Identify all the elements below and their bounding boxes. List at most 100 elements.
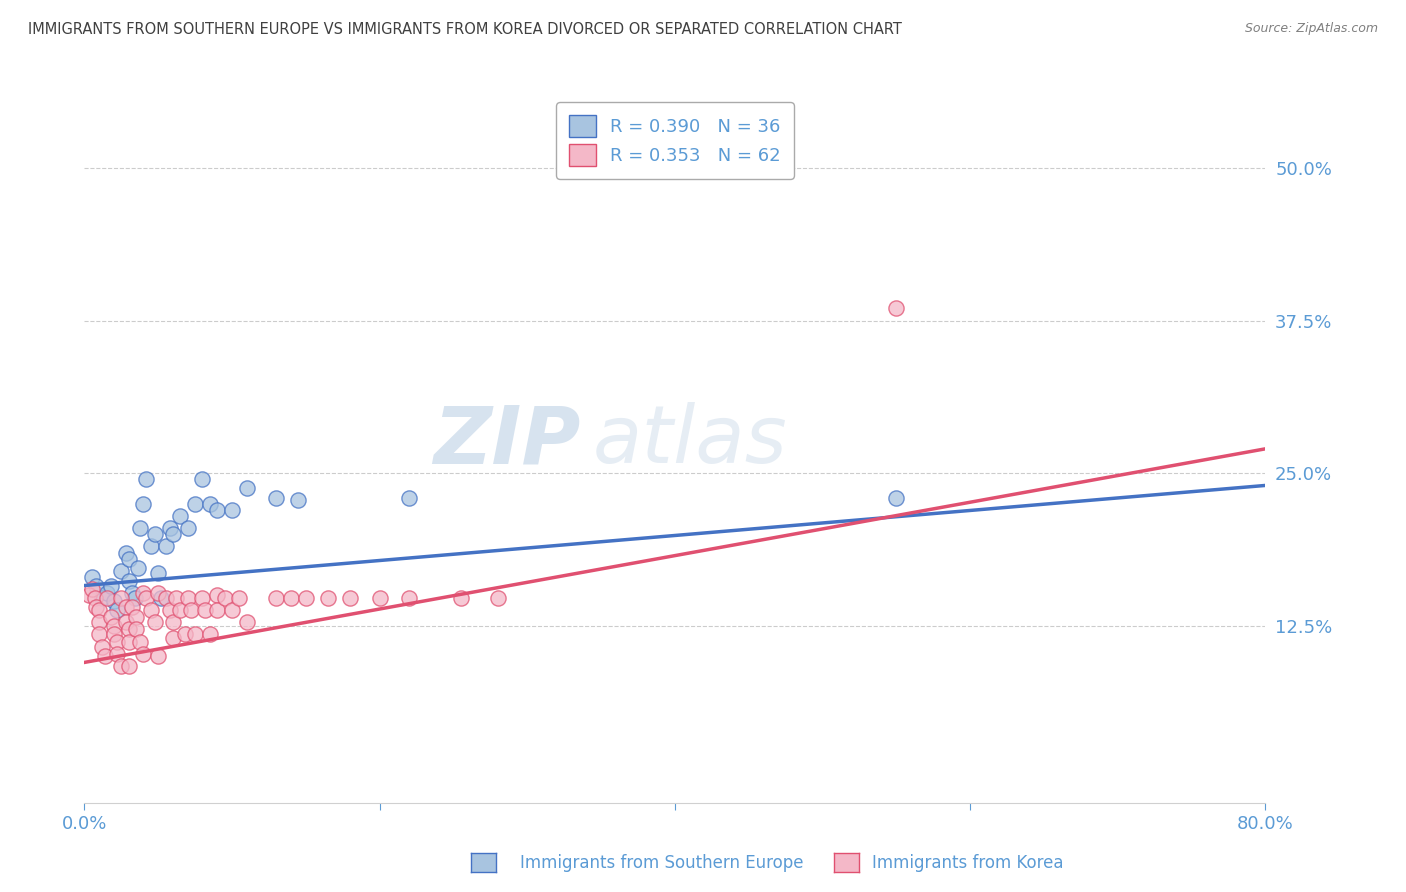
Point — [91, 640, 114, 654]
Point — [118, 623, 141, 637]
Text: atlas: atlas — [592, 402, 787, 480]
Point — [89, 627, 111, 641]
Point — [135, 591, 157, 605]
Point — [132, 497, 155, 511]
Point — [96, 586, 118, 600]
Point — [205, 588, 228, 602]
Legend: R = 0.390   N = 36, R = 0.353   N = 62: R = 0.390 N = 36, R = 0.353 N = 62 — [557, 103, 793, 178]
Point — [228, 591, 250, 605]
Point — [129, 634, 152, 648]
Text: IMMIGRANTS FROM SOUTHERN EUROPE VS IMMIGRANTS FROM KOREA DIVORCED OR SEPARATED C: IMMIGRANTS FROM SOUTHERN EUROPE VS IMMIG… — [28, 22, 903, 37]
Point — [150, 591, 173, 605]
Point — [103, 594, 125, 608]
Point — [127, 561, 149, 575]
Point — [89, 603, 111, 617]
Point — [177, 521, 200, 535]
Point — [110, 591, 132, 605]
Point — [221, 503, 243, 517]
Point — [191, 591, 214, 605]
Point — [162, 631, 184, 645]
Point — [105, 603, 128, 617]
Point — [236, 615, 259, 629]
Point — [132, 586, 155, 600]
Point — [148, 586, 170, 600]
Point — [80, 570, 103, 584]
Point — [177, 591, 200, 605]
Point — [148, 566, 170, 581]
Point — [114, 615, 136, 629]
Point — [143, 615, 166, 629]
Point — [155, 540, 177, 554]
Point — [205, 503, 228, 517]
Point — [159, 521, 181, 535]
Point — [91, 591, 114, 605]
Point — [84, 578, 107, 592]
Point — [84, 600, 107, 615]
Point — [236, 481, 259, 495]
Point — [486, 591, 509, 605]
Point — [316, 591, 339, 605]
Point — [96, 591, 118, 605]
Point — [118, 574, 141, 588]
Point — [94, 649, 117, 664]
Point — [125, 610, 148, 624]
Point — [103, 619, 125, 633]
Point — [398, 491, 420, 505]
Text: Immigrants from Southern Europe: Immigrants from Southern Europe — [520, 855, 804, 872]
Point — [83, 591, 105, 605]
Point — [191, 472, 214, 486]
Point — [886, 301, 908, 316]
Point — [287, 493, 309, 508]
Point — [194, 603, 217, 617]
Point — [159, 603, 181, 617]
Point — [125, 623, 148, 637]
Point — [89, 615, 111, 629]
Point — [280, 591, 302, 605]
Point — [368, 591, 391, 605]
Point — [198, 627, 221, 641]
Point — [80, 582, 103, 597]
Point — [103, 627, 125, 641]
Point — [180, 603, 202, 617]
Point — [169, 603, 191, 617]
Point — [886, 491, 908, 505]
Point — [148, 649, 170, 664]
Text: ZIP: ZIP — [433, 402, 581, 480]
Point — [214, 591, 236, 605]
Point — [450, 591, 472, 605]
Point — [121, 600, 143, 615]
Point — [139, 603, 162, 617]
Point — [264, 591, 288, 605]
Point — [135, 472, 157, 486]
Point — [173, 627, 195, 641]
Point — [295, 591, 318, 605]
Point — [118, 634, 141, 648]
Point — [264, 491, 288, 505]
Point — [184, 497, 207, 511]
Text: Source: ZipAtlas.com: Source: ZipAtlas.com — [1244, 22, 1378, 36]
Point — [165, 591, 187, 605]
Point — [398, 591, 420, 605]
Point — [124, 591, 146, 605]
Point — [118, 659, 141, 673]
Point — [169, 508, 191, 523]
Point — [110, 659, 132, 673]
Point — [339, 591, 361, 605]
Point — [118, 551, 141, 566]
Point — [155, 591, 177, 605]
Point — [114, 600, 136, 615]
Point — [121, 586, 143, 600]
Point — [105, 647, 128, 661]
Point — [198, 497, 221, 511]
Point — [110, 564, 132, 578]
Point — [221, 603, 243, 617]
Point — [139, 540, 162, 554]
Text: Immigrants from Korea: Immigrants from Korea — [872, 855, 1063, 872]
Point — [114, 545, 136, 559]
Point — [162, 527, 184, 541]
Point — [100, 578, 122, 592]
Point — [77, 588, 100, 602]
Point — [143, 527, 166, 541]
Point — [100, 610, 122, 624]
Point — [205, 603, 228, 617]
